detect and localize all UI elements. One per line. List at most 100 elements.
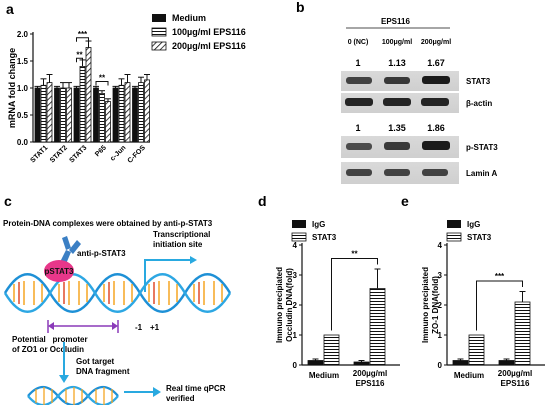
bar-a-1-1 — [60, 87, 66, 143]
blot-label-actin: β-actin — [466, 99, 492, 108]
legend-swatch-200 — [151, 41, 167, 51]
qpcr-label-2: verified — [166, 394, 195, 403]
blot-treatment-header: EPS116 — [381, 17, 410, 26]
dna-fragment — [27, 385, 119, 405]
band-lamin-lane2 — [384, 169, 410, 176]
bar-a-1-0 — [54, 87, 60, 143]
chart-e-legend: IgG STAT3 — [446, 220, 492, 242]
pstat3-label: pSTAT3 — [44, 267, 74, 276]
blot-label-lamin: Lamin A — [466, 169, 497, 178]
significance-label-a-1: *** — [78, 30, 88, 39]
chart-d-ytick-label: 2 — [293, 301, 298, 310]
chart-e-ytick-label: 4 — [438, 241, 443, 250]
bar-a-4-1 — [118, 84, 125, 143]
chart-d-ylabel: Immuno precipiatedOccludin DNA(fold) — [275, 267, 294, 343]
blot-lane-label-3: 200μg/ml — [421, 39, 451, 46]
position-plus: +1 — [150, 323, 160, 332]
chart-d-ytick-label: 3 — [293, 271, 298, 280]
chart-a-ytick-label: 1.5 — [17, 57, 29, 66]
blot-fold-bottom-1: 1 — [355, 123, 360, 133]
significance-label-d: ** — [351, 250, 358, 259]
category-label-a: P65 — [94, 144, 108, 158]
blot-fold-top-3: 1.67 — [427, 58, 445, 68]
legend-swatch-stat3-e — [446, 232, 462, 242]
chart-d-ytick-label: 1 — [293, 331, 298, 340]
chart-a-ytick-label: 0.0 — [17, 138, 29, 147]
tss-label-1: Transcriptional — [153, 230, 210, 239]
down-arrowhead — [59, 375, 69, 383]
band-stat3-lane2 — [384, 77, 410, 84]
panel-label-c: c — [4, 193, 12, 209]
position-minus: -1 — [135, 323, 143, 332]
bar-a-0-1 — [40, 84, 47, 143]
category-label-d: Medium — [309, 371, 339, 380]
bar-a-3-2 — [105, 101, 111, 143]
bar-a-1-2 — [66, 87, 72, 143]
pstat3-protein-icon — [44, 260, 74, 282]
dna-helix-top — [3, 273, 232, 313]
legend-swatch-100 — [151, 27, 167, 37]
tss-label-2: initiation site — [153, 240, 203, 249]
chart-e-ytick-label: 0 — [438, 361, 443, 370]
bar-a-3-0 — [93, 87, 99, 143]
legend-swatch-stat3-d — [291, 232, 307, 242]
fragment-label-1: Got target — [76, 357, 115, 366]
significance-bracket-d — [331, 258, 378, 331]
bar-d-1-1 — [369, 288, 386, 366]
significance-bracket-a-0 — [76, 57, 83, 63]
bar-a-0-0 — [34, 87, 41, 143]
bar-a-5-2 — [144, 79, 150, 143]
bar-d-1-0 — [353, 361, 370, 366]
band-lamin-lane3 — [422, 169, 448, 176]
bar-a-0-2 — [46, 82, 53, 143]
promoter-label-2: of ZO1 or Occludin — [12, 345, 84, 354]
band-stat3-lane1 — [346, 77, 372, 84]
fragment-strand-2 — [27, 385, 119, 405]
chart-a-ytick-label: 0.5 — [17, 111, 29, 120]
bar-a-2-0 — [73, 87, 80, 143]
bar-a-2-1 — [79, 66, 86, 143]
category-label-e: Medium — [454, 371, 484, 380]
chart-e-ytick-label: 2 — [438, 301, 443, 310]
tss-arrow — [144, 259, 190, 292]
chart-e: IgG STAT3 0 1 2 3 4 Medium 200µg/ml EPS116 Immun… — [421, 220, 545, 388]
chart-d-ytick-label: 0 — [293, 361, 298, 370]
bar-d-0-1 — [323, 334, 340, 366]
category-label-a: STAT2 — [49, 144, 69, 164]
bar-a-4-2 — [124, 82, 131, 143]
category-label-d: 200µg/ml EPS116 — [353, 369, 387, 388]
blot-label-stat3: STAT3 — [466, 77, 491, 86]
category-label-a: STAT1 — [30, 144, 50, 164]
western-blot: EPS116 0 (NC) 100μg/ml 200μg/ml 1 1.13 1… — [341, 17, 498, 184]
tss-arrowhead — [190, 256, 197, 264]
fragment-base-pairs — [35, 387, 113, 405]
band-actin-lane3 — [421, 98, 449, 106]
panel-label-e: e — [401, 193, 409, 209]
qpcr-arrowhead — [153, 387, 161, 397]
bar-a-3-1 — [99, 93, 105, 143]
panel-label-d: d — [258, 193, 267, 209]
significance-label-e: *** — [495, 272, 505, 281]
bar-e-1-0 — [498, 360, 515, 366]
blot-label-pstat3: p-STAT3 — [466, 143, 498, 152]
significance-label-a-2: ** — [99, 74, 106, 83]
schematic-title: Protein-DNA complexes were obtained by a… — [3, 219, 213, 228]
panel-label-a: a — [6, 1, 14, 17]
chart-d: IgG STAT3 0 1 2 3 4 Medium 200µg/ml EPS116 Immun… — [275, 220, 400, 388]
blot-fold-bottom-2: 1.35 — [388, 123, 406, 133]
chart-a-ylabel: mRNA fold change — [7, 48, 17, 128]
blot-fold-bottom-3: 1.86 — [427, 123, 445, 133]
band-pstat3-lane3 — [422, 141, 450, 150]
panel-label-b: b — [296, 0, 305, 15]
category-label-a: STAT3 — [69, 144, 89, 164]
blot-fold-top-2: 1.13 — [388, 58, 406, 68]
bar-e-1-1 — [514, 301, 531, 366]
dna-base-pairs — [13, 281, 223, 305]
blot-lane-label-2: 100μg/ml — [382, 39, 412, 46]
bar-d-0-0 — [307, 360, 324, 366]
band-pstat3-lane1 — [346, 143, 372, 150]
legend-label-200: 200µg/ml EPS116 — [172, 41, 246, 51]
legend-swatch-igg-d — [292, 220, 306, 228]
category-label-a: C-FOS — [127, 144, 148, 165]
